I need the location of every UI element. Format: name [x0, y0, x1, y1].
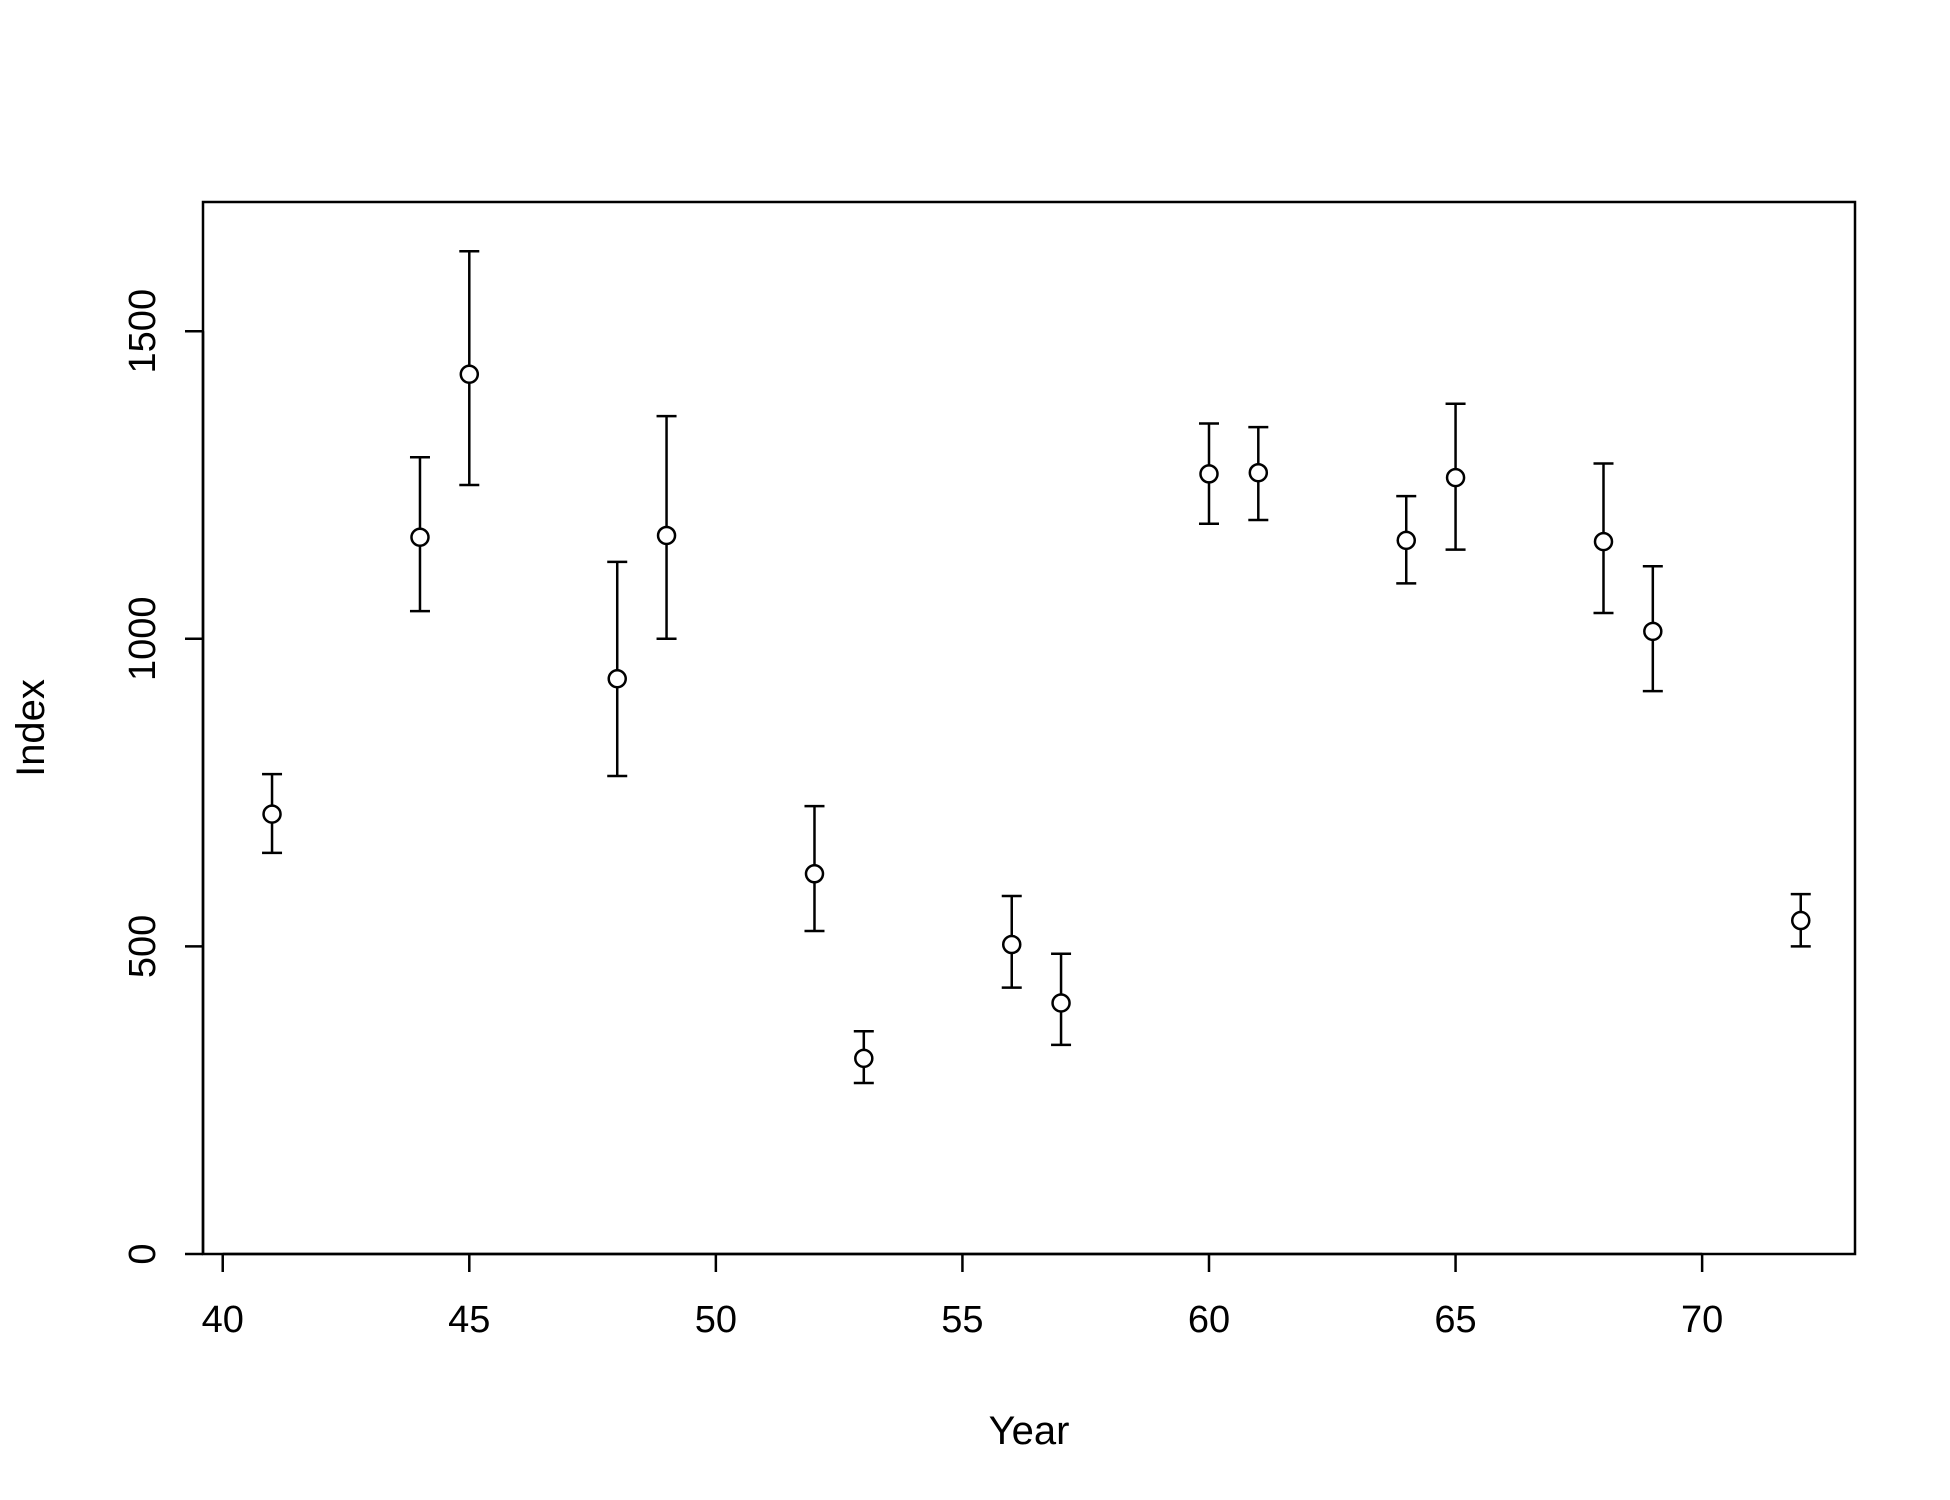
data-point — [804, 864, 825, 884]
data-point — [1445, 467, 1466, 488]
x-tick-label: 55 — [941, 1299, 983, 1341]
x-axis: 40 45 50 55 60 65 70 — [202, 1252, 1723, 1341]
data-point — [607, 669, 627, 689]
data-point — [656, 525, 677, 546]
x-tick-label: 40 — [202, 1299, 244, 1341]
data-point — [854, 1048, 874, 1069]
data-point-group — [1051, 952, 1072, 1047]
data-point — [1248, 462, 1269, 483]
data-point — [1791, 910, 1811, 931]
data-point-group — [262, 772, 283, 855]
data-point-group — [409, 456, 430, 613]
y-tick-label: 500 — [122, 915, 164, 978]
data-points — [262, 249, 1811, 1085]
y-tick-label: 1000 — [122, 597, 164, 682]
data-point-group — [656, 414, 677, 641]
data-point — [262, 804, 282, 824]
data-point-group — [1248, 425, 1269, 522]
x-tick-label: 65 — [1434, 1299, 1476, 1341]
x-tick-label: 60 — [1188, 1299, 1230, 1341]
y-tick-label: 1500 — [122, 289, 164, 374]
data-point — [410, 527, 430, 548]
data-point-group — [1001, 894, 1022, 989]
data-point-group — [1396, 494, 1417, 585]
data-point — [1643, 621, 1663, 642]
data-point — [1593, 531, 1614, 552]
data-point — [1051, 993, 1071, 1013]
data-point-group — [1642, 564, 1663, 693]
data-point-group — [607, 560, 628, 778]
data-point-group — [1790, 892, 1811, 948]
y-axis: 0 500 1000 1500 — [122, 289, 205, 1265]
x-tick-label: 50 — [695, 1299, 737, 1341]
data-point — [1396, 530, 1416, 551]
data-point — [1001, 934, 1022, 955]
data-point — [459, 364, 480, 385]
x-axis-title: Year — [989, 1409, 1070, 1453]
data-point-group — [1593, 462, 1614, 615]
data-point — [1199, 464, 1219, 484]
x-tick-label: 45 — [448, 1299, 490, 1341]
x-tick-label: 70 — [1681, 1299, 1723, 1341]
data-point-group — [459, 249, 480, 487]
plot-frame — [201, 200, 1857, 1256]
data-point-group — [804, 804, 825, 933]
data-point-group — [1198, 422, 1219, 526]
y-axis-title: Index — [9, 679, 53, 777]
data-point-group — [1445, 402, 1466, 551]
y-tick-label: 0 — [122, 1243, 164, 1264]
data-point-group — [853, 1030, 874, 1085]
